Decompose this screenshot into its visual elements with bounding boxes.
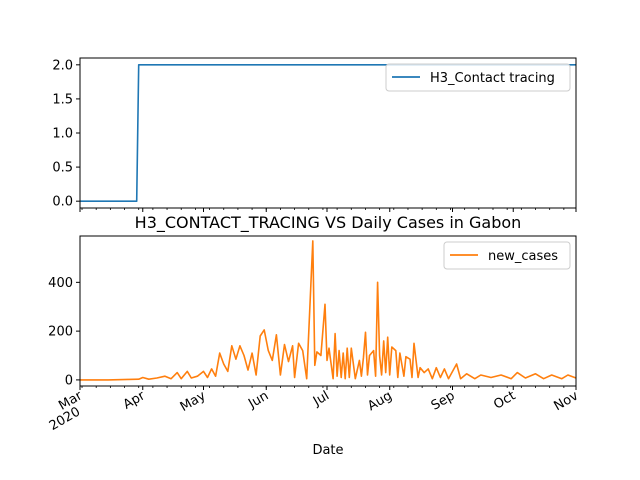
top-legend-box	[385, 63, 571, 92]
top-ytick-label: 2.0	[52, 58, 73, 73]
x-axis-label: Date	[312, 443, 343, 458]
xtick-label-jul: Jul	[310, 388, 332, 409]
new-cases-line	[80, 240, 577, 381]
top-legend-label: H3_Contact tracing	[430, 71, 555, 86]
bottom-legend-box	[443, 241, 571, 270]
contact-tracing-line	[80, 64, 576, 202]
top-y-ticks: 0.0 0.5 1.0 1.5 2.0	[52, 58, 80, 210]
chart-title: H3_CONTACT_TRACING VS Daily Cases in Gab…	[135, 213, 522, 233]
bottom-ytick-label: 0	[65, 373, 73, 388]
bottom-legend: new_cases	[443, 241, 571, 270]
top-series-layer	[80, 64, 576, 202]
top-legend: H3_Contact tracing	[385, 63, 571, 92]
bottom-y-ticks: 0 200 400	[48, 276, 80, 388]
bottom-legend-label: new_cases	[488, 249, 558, 264]
bottom-ytick-label: 200	[48, 325, 73, 340]
top-x-ticks	[79, 208, 577, 212]
top-ytick-label: 0.0	[52, 195, 73, 210]
bottom-ytick-label: 400	[48, 276, 73, 291]
top-subplot: 0.0 0.5 1.0 1.5 2.0 H3_Contact tracing	[52, 57, 577, 212]
bottom-axes-frame	[79, 235, 577, 387]
top-ytick-label: 1.0	[52, 127, 73, 142]
top-ytick-label: 0.5	[52, 161, 73, 176]
top-ytick-label: 1.5	[52, 92, 73, 107]
bottom-series-layer	[80, 240, 577, 381]
